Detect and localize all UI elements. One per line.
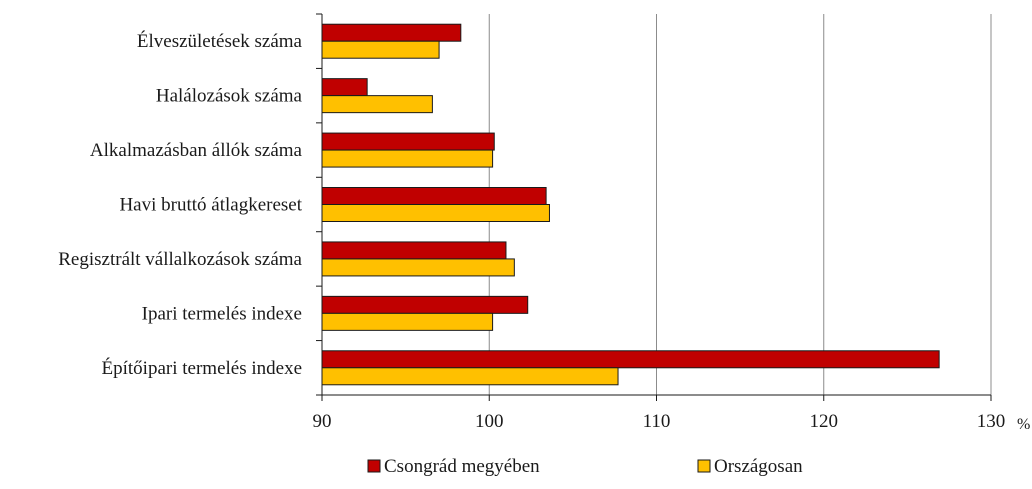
category-label: Ipari termelés indexe: [142, 303, 302, 324]
bar-orszagosan: [321, 204, 550, 222]
x-tick-label: 100: [475, 411, 504, 432]
bar-csongrad: [321, 241, 507, 260]
bar-csongrad: [321, 78, 368, 97]
bars: [321, 23, 940, 386]
bar-orszagosan: [321, 312, 494, 331]
bar-csongrad: [321, 187, 547, 205]
bar-orszagosan: [321, 367, 619, 386]
legend-swatch-csongrad: [367, 459, 381, 473]
gridlines: [488, 14, 992, 395]
x-tick-label: 90: [313, 411, 332, 432]
x-tick-label: 120: [810, 411, 839, 432]
x-tick-label: 110: [643, 411, 671, 432]
x-tick-labels: 90 100 110 120 130%: [313, 411, 1031, 433]
bar-orszagosan: [321, 258, 515, 277]
category-labels: Élveszületések száma Halálozások száma Alk…: [58, 30, 302, 379]
bar-csongrad: [321, 23, 462, 42]
x-unit-label: %: [1017, 416, 1030, 433]
category-label: Építőipari termelés indexe: [102, 357, 302, 379]
x-tick-label: 130: [977, 411, 1006, 432]
bar-csongrad: [321, 350, 940, 369]
category-label: Halálozások száma: [156, 86, 303, 107]
axes: [316, 13, 992, 401]
category-label: Alkalmazásban állók száma: [90, 140, 303, 161]
legend-swatch-orszagosan: [697, 459, 711, 473]
legend-label-orszagosan: Országosan: [714, 456, 803, 477]
bar-orszagosan: [321, 95, 433, 114]
category-label: Havi bruttó átlagkereset: [119, 195, 302, 216]
bar-orszagosan: [321, 40, 440, 59]
bar-orszagosan: [321, 149, 494, 168]
legend: Csongrád megyében Országosan: [367, 456, 803, 477]
legend-label-csongrad: Csongrád megyében: [384, 456, 540, 477]
bar-csongrad: [321, 295, 529, 314]
category-label: Regisztrált vállalkozások száma: [58, 249, 302, 270]
bar-csongrad: [321, 132, 495, 151]
category-label: Élveszületések száma: [137, 30, 303, 52]
